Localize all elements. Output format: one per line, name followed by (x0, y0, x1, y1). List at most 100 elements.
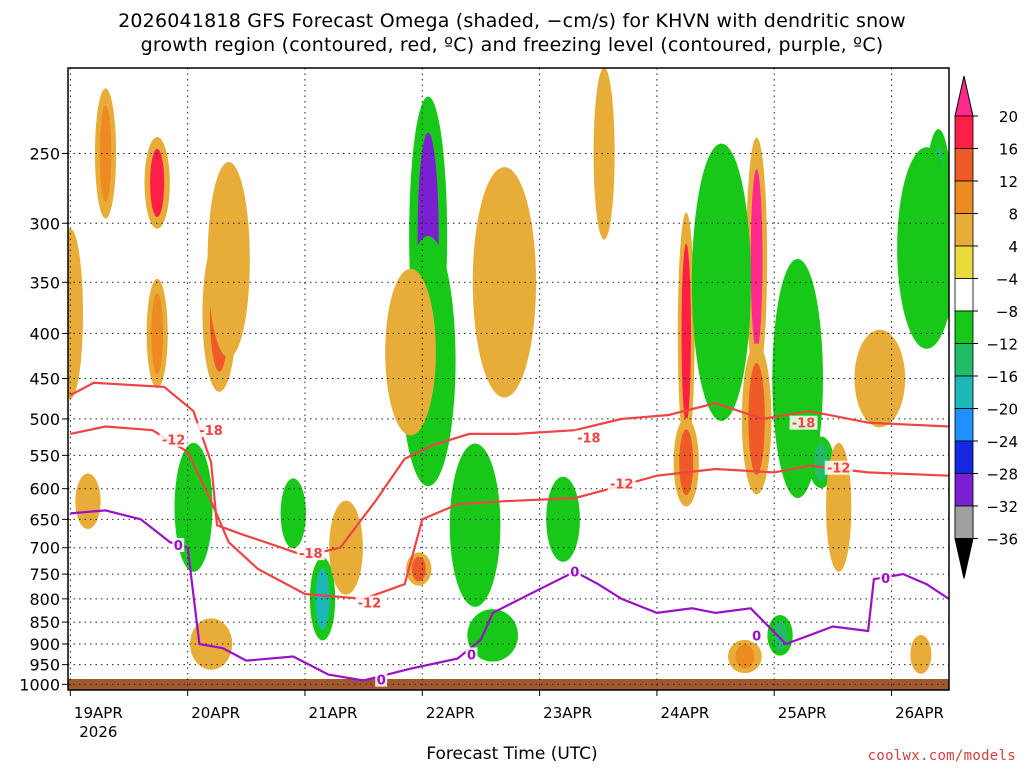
colorbar-swatch (954, 505, 974, 539)
y-tick-label: 300 (29, 214, 60, 233)
contour-label: -18 (199, 424, 223, 439)
omega-cell (750, 169, 763, 351)
x-tick-label: 22APR (426, 704, 475, 722)
colorbar-label: −12 (986, 336, 1018, 354)
omega-cell (336, 512, 356, 583)
colorbar-swatch (954, 310, 974, 344)
contour-label: -18 (577, 432, 601, 447)
chart-title-line1: 2026041818 GFS Forecast Omega (shaded, −… (118, 10, 906, 32)
omega-cell (910, 173, 944, 323)
colorbar-swatch (954, 473, 974, 507)
contour-label: 0 (174, 539, 183, 554)
omega-cell (150, 148, 165, 217)
x-tick-label: 23APR (543, 704, 592, 722)
colorbar-label: 16 (999, 141, 1018, 159)
x-tick-label: 26APR (895, 704, 944, 722)
omega-cell (182, 459, 205, 556)
contour-label: -18 (299, 547, 323, 562)
contour-label: 0 (570, 566, 579, 581)
contour-label-bg (574, 430, 603, 445)
omega-cell (80, 480, 95, 522)
y-tick-label: 1000 (19, 675, 60, 694)
colorbar-swatch (954, 245, 974, 279)
y-tick-label: 650 (29, 510, 60, 529)
contour-label-bg (607, 476, 636, 491)
y-tick-label: 350 (29, 273, 60, 292)
colorbar-swatch (954, 213, 974, 247)
colorbar-swatch (954, 408, 974, 442)
omega-cell (411, 556, 426, 582)
colorbar-top-arrow (954, 75, 974, 117)
omega-cell (783, 289, 812, 468)
omega-cell (460, 464, 490, 586)
colorbar-label: −8 (996, 303, 1018, 321)
omega-cell (814, 443, 829, 482)
y-axis: 250 300 350 400 450 500 550 600 650 700 750 800 850 9… (19, 144, 68, 694)
contour-label: -12 (358, 597, 382, 612)
x-tick-label: 19APR (74, 704, 123, 722)
colorbar-label: −32 (986, 498, 1018, 516)
omega-cell (216, 187, 241, 333)
contour-label-bg (789, 415, 818, 430)
colorbar-label: −16 (986, 368, 1018, 386)
y-tick-label: 850 (29, 613, 60, 632)
x-tick-sublabel: 2026 (79, 723, 117, 741)
colorbar-swatch (954, 278, 974, 312)
x-axis-label: Forecast Time (UTC) (426, 744, 598, 764)
contour-label: -12 (610, 478, 634, 493)
contour-label-bg (750, 628, 763, 643)
colorbar-label: 12 (999, 173, 1018, 191)
contour-label-bg (568, 564, 581, 579)
contour-label-bg (465, 647, 478, 662)
colorbar-swatch (954, 180, 974, 214)
y-tick-label: 600 (29, 480, 60, 499)
colorbar-bottom-arrow (954, 538, 974, 579)
x-tick-label: 24APR (660, 704, 709, 722)
omega-cell (315, 568, 330, 630)
y-tick-label: 450 (29, 370, 60, 389)
grid (68, 68, 949, 690)
colorbar-swatch (954, 440, 974, 474)
contour-label: -12 (162, 434, 186, 449)
y-tick-label: 550 (29, 446, 60, 465)
colorbar: 20 16 12 8 4 −4 −8 −12 −16 −20 −24 −28 −32 −36 (954, 75, 1018, 579)
colorbar-swatch (954, 375, 974, 409)
omega-cell (704, 179, 738, 386)
omega-cell (99, 105, 112, 202)
omega-cell (865, 342, 894, 415)
colorbar-swatch (954, 148, 974, 182)
colorbar-swatch (954, 343, 974, 377)
contour-line (70, 509, 949, 682)
x-tick-label: 21APR (309, 704, 358, 722)
contour-label: -12 (827, 462, 851, 477)
contour-label-bg (159, 432, 188, 447)
contour-label: 0 (467, 648, 476, 663)
contour-label-bg (879, 571, 892, 586)
colorbar-swatch (954, 115, 974, 149)
contour-label: 0 (377, 674, 386, 689)
omega-cell (486, 196, 522, 368)
contour-label-bg (197, 423, 226, 438)
y-tick-label: 500 (29, 410, 60, 429)
omega-cell (396, 290, 425, 414)
omega-cell (914, 640, 927, 669)
colorbar-label: 8 (1008, 206, 1018, 224)
contour-label-bg (375, 672, 388, 687)
omega-cell (681, 243, 691, 424)
credit-text: coolwx.com/models (867, 748, 1016, 764)
omega-cell (831, 459, 846, 556)
colorbar-label: 20 (999, 108, 1018, 126)
omega-shading (68, 68, 949, 690)
colorbar-label: −20 (986, 401, 1018, 419)
y-tick-label: 250 (29, 144, 60, 163)
colorbar-label: −28 (986, 466, 1018, 484)
x-tick-label: 25APR (778, 704, 827, 722)
omega-cell (735, 644, 755, 669)
colorbar-label: −36 (986, 531, 1018, 549)
contour-label-bg (296, 546, 325, 561)
y-tick-label: 400 (29, 324, 60, 343)
contours: -18 -18 -18 -18 -12 -12 -12 -12 0 0 0 0 0 0 (69, 381, 949, 689)
omega-cell (286, 487, 301, 540)
contour-line (69, 381, 949, 557)
